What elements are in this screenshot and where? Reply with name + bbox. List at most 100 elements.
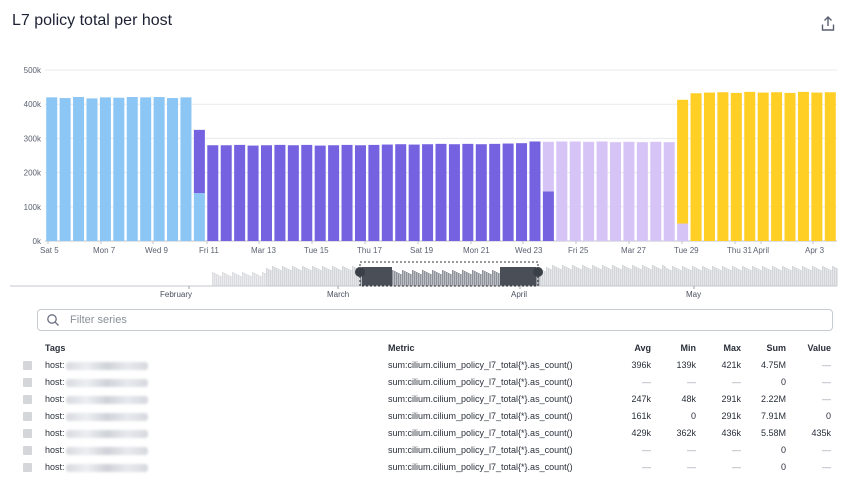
navigator-bar	[404, 271, 406, 286]
filter-series-input[interactable]	[68, 313, 832, 327]
bar[interactable]	[193, 129, 205, 194]
navigator-bar	[782, 266, 784, 286]
header-max[interactable]: Max	[723, 343, 741, 353]
bar[interactable]	[650, 141, 662, 241]
bar[interactable]	[569, 141, 581, 241]
bar[interactable]	[274, 144, 286, 241]
header-metric[interactable]: Metric	[388, 343, 415, 353]
bar[interactable]	[354, 145, 366, 241]
bar[interactable]	[610, 142, 622, 241]
bar[interactable]	[811, 92, 823, 242]
export-button[interactable]	[818, 14, 838, 34]
bar[interactable]	[86, 98, 98, 241]
header-min[interactable]: Min	[680, 343, 697, 353]
bar[interactable]	[462, 143, 474, 241]
bar[interactable]	[220, 145, 232, 241]
bar[interactable]	[422, 144, 434, 241]
navigator-bar	[392, 270, 394, 286]
bar[interactable]	[717, 92, 729, 241]
bar[interactable]	[207, 145, 219, 241]
bar[interactable]	[690, 93, 702, 241]
series-toggle-checkbox[interactable]	[23, 446, 32, 455]
bar[interactable]	[596, 141, 608, 241]
bar[interactable]	[623, 141, 635, 241]
header-avg[interactable]: Avg	[634, 343, 651, 353]
bar[interactable]	[529, 141, 541, 241]
bar[interactable]	[448, 144, 460, 241]
header-value[interactable]: Value	[807, 343, 831, 353]
table-row[interactable]: host: sum:cilium.cilium_policy_l7_total{*…	[0, 357, 847, 373]
timeline-navigator[interactable]: February March April May	[0, 258, 847, 303]
bar[interactable]	[328, 145, 340, 241]
metric-cell: sum:cilium.cilium_policy_l7_total{*}.as_…	[388, 462, 573, 472]
bar[interactable]	[583, 141, 595, 241]
filter-series-box[interactable]	[37, 309, 833, 331]
navigator-right-handle[interactable]	[533, 267, 543, 277]
bar[interactable]	[703, 92, 715, 242]
max-cell: —	[732, 377, 741, 387]
header-sum[interactable]: Sum	[766, 343, 786, 353]
table-row[interactable]: host: sum:cilium.cilium_policy_l7_total{*…	[0, 425, 847, 441]
bar[interactable]	[489, 143, 501, 241]
bar[interactable]	[59, 98, 71, 241]
bar[interactable]	[435, 143, 447, 241]
bar[interactable]	[314, 145, 326, 241]
bar[interactable]	[797, 91, 809, 241]
bar[interactable]	[757, 92, 769, 242]
header-tags[interactable]: Tags	[45, 343, 66, 353]
navigator-bar	[306, 268, 308, 286]
bar[interactable]	[99, 97, 111, 241]
series-toggle-checkbox[interactable]	[23, 463, 32, 472]
bar[interactable]	[730, 92, 742, 241]
bar[interactable]	[381, 144, 393, 241]
bar[interactable]	[771, 92, 783, 241]
navigator-bar	[278, 269, 280, 286]
navigator-bar	[340, 270, 342, 286]
table-row[interactable]: host: sum:cilium.cilium_policy_l7_total{*…	[0, 391, 847, 407]
navigator-bar	[358, 269, 360, 286]
bar[interactable]	[744, 91, 756, 241]
bar[interactable]	[113, 97, 125, 241]
bar[interactable]	[677, 223, 689, 241]
series-toggle-checkbox[interactable]	[23, 412, 32, 421]
bar[interactable]	[73, 97, 85, 241]
bar[interactable]	[556, 141, 568, 241]
bar[interactable]	[167, 98, 179, 241]
bar[interactable]	[126, 97, 138, 241]
bar[interactable]	[46, 97, 58, 241]
bar[interactable]	[153, 97, 165, 241]
series-toggle-checkbox[interactable]	[23, 361, 32, 370]
bar[interactable]	[408, 144, 420, 241]
bar[interactable]	[247, 145, 259, 241]
bar[interactable]	[542, 141, 554, 192]
navigator-left-handle[interactable]	[355, 267, 365, 277]
bar[interactable]	[542, 191, 554, 241]
bar[interactable]	[234, 144, 246, 241]
table-row[interactable]: host: sum:cilium.cilium_policy_l7_total{*…	[0, 459, 847, 475]
bar[interactable]	[677, 99, 689, 224]
bar[interactable]	[475, 144, 487, 241]
bar[interactable]	[395, 144, 407, 241]
bar[interactable]	[301, 144, 313, 241]
bar[interactable]	[784, 92, 796, 241]
bar[interactable]	[663, 142, 675, 241]
table-row[interactable]: host: sum:cilium.cilium_policy_l7_total{*…	[0, 408, 847, 424]
bar[interactable]	[636, 142, 648, 241]
table-row[interactable]: host: sum:cilium.cilium_policy_l7_total{*…	[0, 442, 847, 458]
bar-chart[interactable]: 0k 100k 200k 300k 400k 500k Sat 5 Mon 7 Wed 9 Fri…	[0, 58, 847, 258]
bar[interactable]	[180, 97, 192, 241]
table-row[interactable]: host: sum:cilium.cilium_policy_l7_total{*…	[0, 374, 847, 390]
bar[interactable]	[287, 145, 299, 241]
bar[interactable]	[260, 145, 272, 241]
series-toggle-checkbox[interactable]	[23, 395, 32, 404]
series-toggle-checkbox[interactable]	[23, 429, 32, 438]
bar[interactable]	[516, 143, 528, 241]
bar[interactable]	[341, 144, 353, 241]
y-tick-label: 0k	[33, 237, 42, 246]
bar[interactable]	[824, 92, 836, 241]
bar[interactable]	[502, 143, 514, 241]
bar[interactable]	[140, 97, 152, 241]
bar[interactable]	[368, 144, 380, 241]
bar[interactable]	[193, 193, 205, 241]
series-toggle-checkbox[interactable]	[23, 378, 32, 387]
